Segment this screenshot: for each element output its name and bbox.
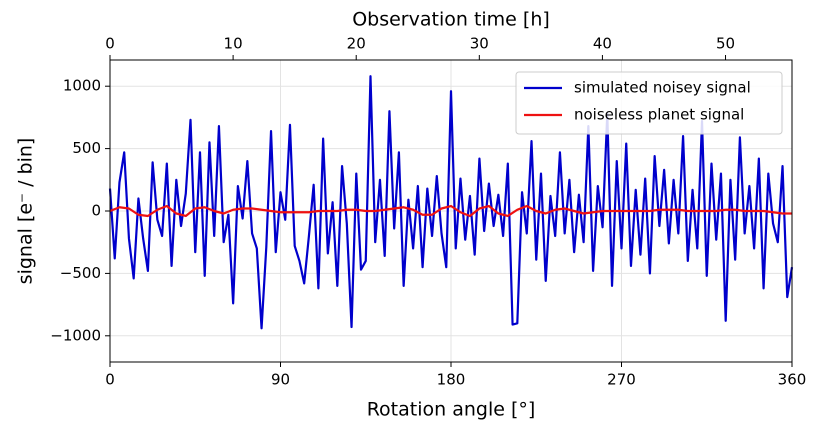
y-tick-label: 0 (91, 202, 101, 220)
x2-tick-label: 30 (470, 35, 489, 53)
legend-label: noiseless planet signal (574, 106, 744, 124)
x2-tick-label: 50 (716, 35, 735, 53)
x-tick-label: 360 (778, 371, 807, 389)
x2-tick-label: 40 (593, 35, 612, 53)
x2-tick-label: 20 (347, 35, 366, 53)
x-tick-label: 90 (271, 371, 290, 389)
x-tick-label: 180 (437, 371, 466, 389)
x2-axis-title: Observation time [h] (352, 9, 550, 31)
y-tick-label: 1000 (63, 77, 101, 95)
y-tick-label: −500 (60, 264, 101, 282)
legend-box (515, 71, 783, 135)
legend-label: simulated noisey signal (574, 79, 751, 97)
x-tick-label: 0 (105, 371, 115, 389)
plot-frame (109, 59, 793, 363)
x-axis-title: Rotation angle [°] (367, 399, 536, 421)
data-line (108, 75, 794, 330)
y-tick-label: 500 (72, 139, 101, 157)
x2-tick-label: 10 (224, 35, 243, 53)
x2-tick-label: 0 (105, 35, 115, 53)
y-tick-label: −1000 (50, 326, 101, 344)
y-axis-title: signal [e⁻ / bin] (15, 138, 37, 285)
x-tick-label: 270 (607, 371, 636, 389)
data-line (109, 204, 792, 218)
